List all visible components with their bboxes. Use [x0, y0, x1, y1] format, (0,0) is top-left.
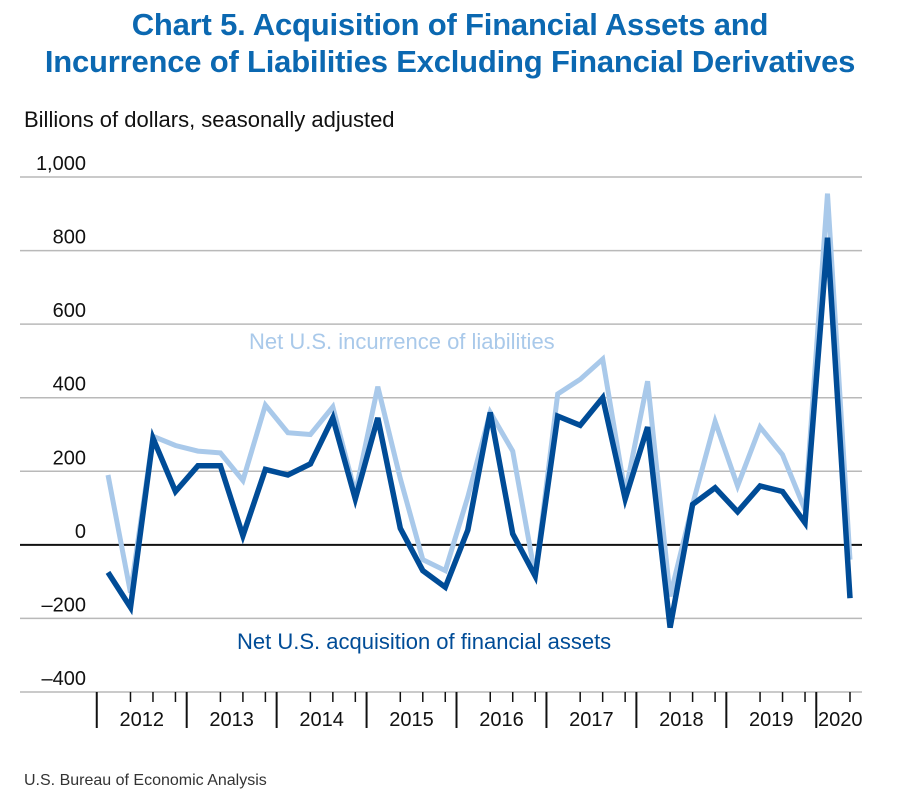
assets-series-label: Net U.S. acquisition of financial assets [237, 629, 611, 654]
y-tick-label: 800 [53, 227, 86, 249]
x-year-label: 2014 [299, 709, 344, 731]
y-tick-label: 400 [53, 374, 86, 396]
x-year-label: 2015 [389, 709, 434, 731]
y-tick-label: 200 [53, 447, 86, 469]
y-tick-label: 600 [53, 300, 86, 322]
chart-title: Chart 5. Acquisition of Financial Assets… [0, 6, 900, 80]
y-tick-label: –200 [42, 594, 87, 616]
x-year-label: 2013 [209, 709, 254, 731]
y-tick-label: 0 [75, 521, 86, 543]
x-year-label: 2019 [749, 709, 794, 731]
y-axis-unit-label: Billions of dollars, seasonally adjusted [24, 107, 395, 132]
x-year-label: 2018 [659, 709, 704, 731]
liabilities-series-line [105, 193, 853, 597]
chart-title-line-2: Incurrence of Liabilities Excluding Fina… [44, 44, 856, 79]
y-tick-label: 1,000 [36, 153, 86, 175]
liabilities-series-label: Net U.S. incurrence of liabilities [249, 329, 555, 354]
assets-series-line [105, 237, 853, 629]
x-axis: 2012 2013 2014 2015 2016 2017 2018 2019 2020 [95, 692, 863, 731]
x-year-label: 2020 [818, 709, 863, 731]
x-year-label: 2017 [569, 709, 614, 731]
chart-title-line-1: Chart 5. Acquisition of Financial Assets… [131, 7, 769, 42]
x-year-label: 2012 [119, 709, 164, 731]
series-lines [105, 193, 853, 629]
y-tick-label: –400 [42, 668, 87, 690]
source-note: U.S. Bureau of Economic Analysis [24, 772, 267, 789]
series-labels: Net U.S. incurrence of liabilities Net U.… [237, 329, 611, 654]
y-axis-tick-labels: 1,000 800 600 400 200 0 –200 –400 [36, 153, 86, 690]
grid-lines [20, 176, 862, 693]
x-year-label: 2016 [479, 709, 524, 731]
